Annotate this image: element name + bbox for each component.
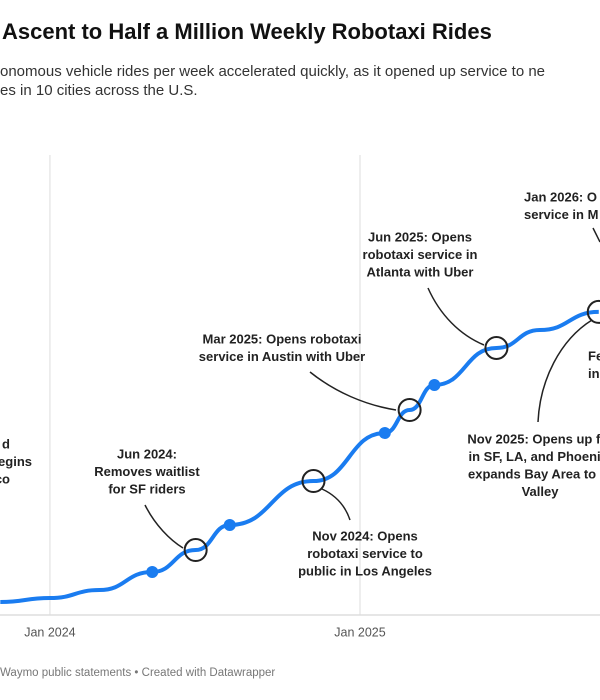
annotation: robotaxi service in <box>363 247 478 262</box>
point <box>146 566 159 579</box>
point <box>223 518 236 531</box>
annotation-connector <box>321 488 351 521</box>
annotation: for SF riders <box>108 481 185 496</box>
annotation: Mar 2025: Opens robotaxi <box>203 331 362 346</box>
annotation: Atlanta with Uber <box>367 264 474 279</box>
chart-title: Ascent to Half a Million Weekly Robotaxi… <box>2 19 492 44</box>
milestone <box>183 538 208 563</box>
milestone <box>484 335 509 360</box>
annotation: Fe <box>588 348 600 363</box>
x-tick-label: Jan 2025 <box>334 625 385 639</box>
annotation: Nov 2024: Opens <box>312 528 418 543</box>
annotation: Nov 2025: Opens up fre <box>467 431 600 446</box>
annotation: co <box>0 471 10 486</box>
point <box>378 426 391 439</box>
annotation: Removes waitlist <box>94 464 200 479</box>
annotation: Jun 2025: Opens <box>368 229 472 244</box>
annotation: public in Los Angeles <box>298 563 432 578</box>
annotation-connector <box>309 371 397 411</box>
annotation-connector <box>144 504 184 549</box>
annotation: in <box>588 366 600 381</box>
milestone <box>301 469 326 494</box>
annotation: egins <box>0 454 32 469</box>
annotation: Valley <box>522 484 560 499</box>
source: Waymo public statements • Created with D… <box>0 667 275 679</box>
annotation-connector <box>537 319 593 423</box>
annotation: service in Austin with Uber <box>199 349 365 364</box>
milestone <box>586 299 600 324</box>
annotation: Jan 2026: O <box>524 189 597 204</box>
point <box>428 378 441 391</box>
annotation: expands Bay Area to Si <box>468 466 600 481</box>
annotation: in SF, LA, and Phoenix, <box>468 449 600 464</box>
x-tick-label: Jan 2024 <box>24 625 75 639</box>
annotation: service in M <box>524 207 598 222</box>
subtitle: es in 10 cities across the U.S. <box>0 82 198 99</box>
milestone <box>397 397 422 422</box>
annotation-connector <box>592 227 600 243</box>
annotation: d <box>2 436 10 451</box>
subtitle: onomous vehicle rides per week accelerat… <box>0 63 545 80</box>
annotation-connector <box>427 287 485 346</box>
line <box>0 309 599 604</box>
annotation: Jun 2024: <box>117 446 177 461</box>
annotation: robotaxi service to <box>307 546 423 561</box>
